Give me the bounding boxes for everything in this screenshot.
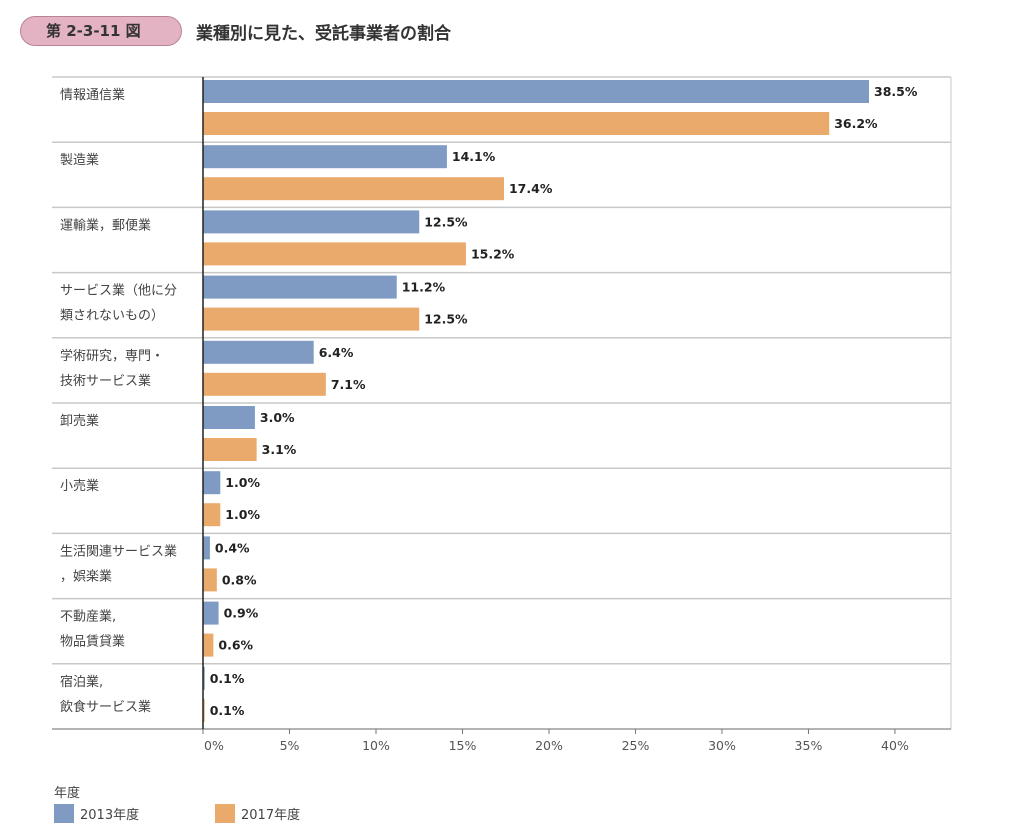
legend-title: 年度 [54, 786, 81, 801]
data-label: 3.1% [262, 442, 297, 457]
bar-2013 [203, 80, 869, 103]
data-label: 38.5% [874, 84, 918, 99]
bar-2017 [203, 242, 466, 266]
data-label: 15.2% [471, 246, 515, 261]
data-label: 1.0% [225, 475, 260, 490]
x-tick-label: 35% [795, 738, 823, 753]
data-label: 17.4% [509, 181, 553, 196]
data-label: 0.1% [210, 703, 245, 718]
figure-number-badge: 第 2-3-11 図 [20, 16, 182, 46]
data-label: 0.1% [210, 671, 245, 686]
bar-2013 [203, 210, 420, 234]
legend-swatch-2013 [54, 803, 74, 823]
bar-2013 [203, 340, 314, 364]
category-label: 製造業 [60, 152, 99, 168]
data-label: 0.8% [222, 572, 257, 587]
data-label: 36.2% [834, 116, 878, 131]
data-label: 0.4% [215, 540, 250, 555]
category-label: 運輸業，郵便業 [60, 217, 151, 233]
data-label: 0.6% [218, 638, 253, 653]
bar-2013 [203, 275, 397, 299]
bar-2017 [203, 438, 257, 461]
bar-2017 [203, 698, 205, 722]
bar-2013 [203, 536, 210, 560]
data-label: 12.5% [424, 214, 468, 229]
bar-2017 [203, 372, 326, 396]
x-tick-label: 10% [362, 738, 390, 753]
bar-2013 [203, 471, 221, 495]
legend-label-2017: 2017年度 [241, 807, 301, 823]
legend-label-2013: 2013年度 [80, 807, 140, 823]
data-label: 11.2% [402, 280, 446, 295]
bar-2013 [203, 601, 219, 625]
category-label: サービス業（他に分類されないもの） [60, 283, 177, 324]
bar-2013 [203, 406, 255, 429]
bar-2013 [203, 666, 205, 690]
category-label: 宿泊業,飲食サービス業 [60, 674, 151, 715]
bar-2017 [203, 503, 221, 527]
bar-2013 [203, 145, 447, 169]
data-label: 12.5% [424, 312, 468, 327]
data-label: 1.0% [225, 507, 260, 522]
bar-2017 [203, 177, 504, 201]
data-label: 6.4% [319, 345, 354, 360]
x-tick-label: 25% [622, 738, 650, 753]
legend-item-2013: 2013年度 [54, 803, 139, 823]
legend-item-2017: 2017年度 [215, 803, 300, 823]
data-label: 3.0% [260, 410, 295, 425]
x-tick-label: 15% [449, 738, 477, 753]
data-label: 14.1% [452, 149, 496, 164]
data-label: 0.9% [224, 606, 259, 621]
x-tick-label: 20% [535, 738, 563, 753]
x-tick-label: 0% [204, 738, 224, 753]
category-label: 情報通信業 [60, 87, 125, 103]
x-tick-label: 5% [280, 738, 300, 753]
category-label: 学術研究，専門・技術サービス業 [60, 348, 164, 389]
bar-2017 [203, 112, 830, 135]
x-tick-label: 30% [708, 738, 736, 753]
data-label: 7.1% [331, 377, 366, 392]
legend-swatch-2017 [215, 803, 235, 823]
chart-title: 業種別に見た、受託事業者の割合 [196, 24, 451, 44]
bar-2017 [203, 568, 217, 592]
category-label: 不動産業,物品賃貸業 [60, 609, 125, 650]
category-label: 卸売業 [60, 413, 99, 429]
x-tick-label: 40% [881, 738, 909, 753]
category-label: 小売業 [60, 478, 99, 494]
bar-2017 [203, 307, 420, 331]
bar-2017 [203, 633, 214, 657]
category-label: 生活関連サービス業，娯楽業 [60, 543, 177, 584]
